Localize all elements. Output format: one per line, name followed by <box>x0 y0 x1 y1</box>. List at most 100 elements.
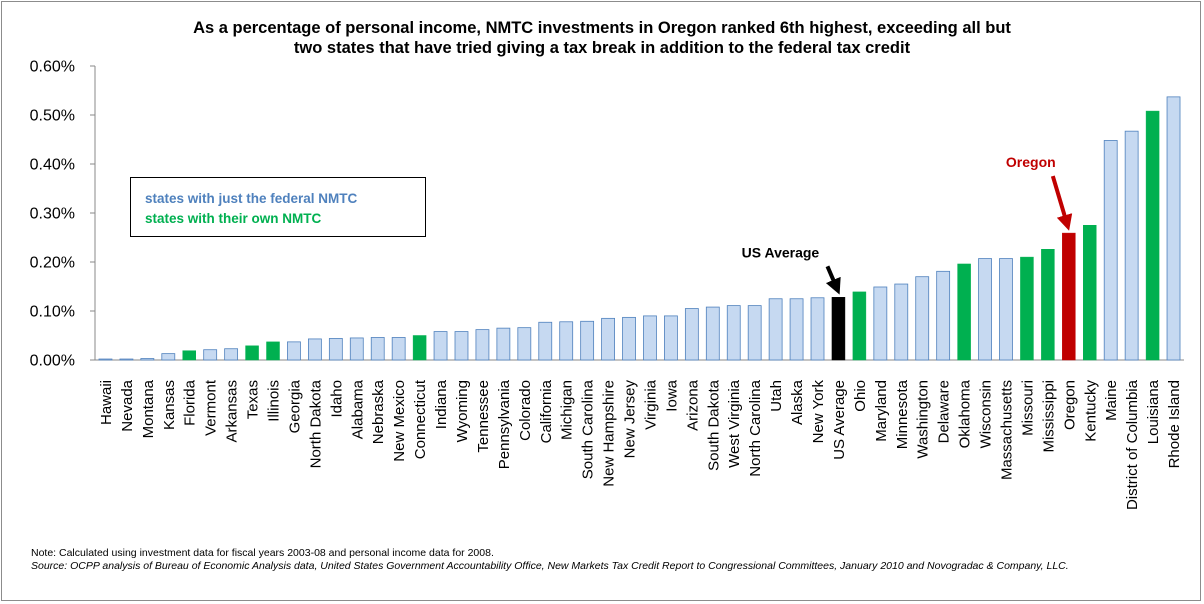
bar-vermont <box>203 349 218 361</box>
annotation-us-average: US Average <box>742 244 820 260</box>
bar-connecticut <box>412 335 427 361</box>
x-axis-labels: Hawaii Nevada Montana Kansas Florida Vermont A… <box>98 379 1183 510</box>
bar-new-jersey <box>622 316 636 361</box>
bar-indiana <box>433 331 448 361</box>
x-tick-label-nevada: Nevada <box>119 379 136 431</box>
x-tick-label-oregon: Oregon <box>1061 380 1078 430</box>
bar-delaware <box>936 270 951 361</box>
bar-michigan <box>559 321 574 361</box>
annotations: US Average Oregon <box>742 154 1073 295</box>
x-tick-label-rhode-island: Rhode Island <box>1166 380 1183 468</box>
y-tick-label: 0.10% <box>30 304 75 321</box>
bar-illinois <box>266 341 280 361</box>
bar-kentucky <box>1083 225 1097 361</box>
bar-arizona <box>684 308 699 361</box>
bar-hawaii <box>98 358 113 361</box>
bar-massachusetts <box>999 258 1013 361</box>
bar-iowa <box>664 315 678 361</box>
x-tick-label-district-of-columbia: District of Columbia <box>1124 379 1141 510</box>
y-tick-label: 0.20% <box>30 255 75 272</box>
bar-ohio <box>852 291 867 361</box>
bar-wisconsin <box>978 258 992 361</box>
annotation-arrow <box>1050 175 1073 231</box>
legend-entry-federal: states with just the federal NMTC <box>145 191 358 206</box>
bar-idaho <box>328 338 343 361</box>
bar-us-average <box>831 297 846 361</box>
x-tick-label-maryland: Maryland <box>873 380 890 442</box>
bar-washington <box>915 276 930 361</box>
bar-louisiana <box>1145 110 1160 361</box>
bar-alaska <box>789 298 804 361</box>
x-tick-label-delaware: Delaware <box>936 380 953 443</box>
bar-oklahoma <box>957 263 971 361</box>
bar-kansas <box>161 353 176 361</box>
x-tick-label-kansas: Kansas <box>161 380 178 430</box>
x-tick-label-idaho: Idaho <box>328 380 345 418</box>
chart-title: As a percentage of personal income, NMTC… <box>0 18 1204 58</box>
bar-utah <box>768 298 783 361</box>
y-tick-label: 0.00% <box>30 353 75 370</box>
bar-south-dakota <box>705 306 720 361</box>
note-text: Note: Calculated using investment data f… <box>31 547 494 559</box>
chart-title-line-1: As a percentage of personal income, NMTC… <box>193 19 1011 37</box>
x-tick-label-montana: Montana <box>140 379 157 438</box>
y-tick-label: 0.40% <box>30 157 75 174</box>
y-axis: 0.00% 0.10% 0.20% 0.30% 0.40% 0.50% 0.60% <box>30 59 1184 370</box>
bar-tennessee <box>475 329 490 361</box>
x-tick-label-arkansas: Arkansas <box>224 380 241 443</box>
x-tick-label-georgia: Georgia <box>286 379 303 433</box>
x-tick-label-new-jersey: New Jersey <box>622 380 639 459</box>
x-tick-label-alaska: Alaska <box>789 379 806 425</box>
x-tick-label-vermont: Vermont <box>203 379 220 436</box>
bar-west-virginia <box>726 305 741 361</box>
x-tick-label-maine: Maine <box>1103 380 1120 421</box>
x-tick-label-arizona: Arizona <box>684 379 701 431</box>
bar-california <box>538 321 553 361</box>
bar-new-mexico <box>391 337 406 361</box>
x-tick-label-wyoming: Wyoming <box>454 380 471 442</box>
x-tick-label-iowa: Iowa <box>663 379 680 411</box>
x-tick-label-colorado: Colorado <box>517 380 534 441</box>
bar-oregon <box>1062 232 1076 361</box>
bar-rhode-island <box>1166 96 1181 361</box>
bar-new-york <box>810 297 825 361</box>
x-tick-label-missouri: Missouri <box>1019 380 1036 436</box>
x-tick-label-illinois: Illinois <box>266 380 283 422</box>
x-tick-label-ohio: Ohio <box>852 380 869 412</box>
x-tick-label-virginia: Virginia <box>642 379 659 429</box>
bar-maine <box>1103 140 1118 361</box>
bar-missouri <box>1020 256 1034 361</box>
x-tick-label-california: California <box>538 379 555 443</box>
x-tick-label-utah: Utah <box>768 380 785 412</box>
bar-nebraska <box>370 337 385 361</box>
x-tick-label-texas: Texas <box>245 380 262 419</box>
x-tick-label-massachusetts: Massachusetts <box>998 380 1015 480</box>
x-tick-label-us-average: US Average <box>831 380 848 460</box>
bars <box>98 96 1181 361</box>
annotation-oregon: Oregon <box>1006 154 1056 170</box>
footnotes: Note: Calculated using investment data f… <box>31 547 1196 573</box>
legend: states with just the federal NMTC states… <box>130 177 426 237</box>
bar-north-dakota <box>308 338 322 361</box>
bar-south-carolina <box>580 320 595 361</box>
bar-georgia <box>287 341 301 361</box>
bar-north-carolina <box>747 305 762 361</box>
x-tick-label-louisiana: Louisiana <box>1145 379 1162 444</box>
x-tick-label-indiana: Indiana <box>433 379 450 429</box>
x-tick-label-michigan: Michigan <box>559 380 576 440</box>
bar-wyoming <box>454 331 469 361</box>
annotation-arrow <box>825 265 841 295</box>
y-tick-label: 0.30% <box>30 206 75 223</box>
bar-pennsylvania <box>496 327 511 361</box>
x-tick-label-new-mexico: New Mexico <box>391 380 408 462</box>
bar-district-of-columbia <box>1124 130 1139 361</box>
x-tick-label-pennsylvania: Pennsylvania <box>496 379 513 469</box>
x-tick-label-west-virginia: West Virginia <box>726 379 743 467</box>
bar-colorado <box>517 327 532 361</box>
x-tick-label-connecticut: Connecticut <box>412 379 429 459</box>
bar-florida <box>182 350 196 361</box>
x-tick-label-minnesota: Minnesota <box>894 379 911 449</box>
x-tick-label-washington: Washington <box>915 380 932 459</box>
bar-texas <box>245 345 259 361</box>
